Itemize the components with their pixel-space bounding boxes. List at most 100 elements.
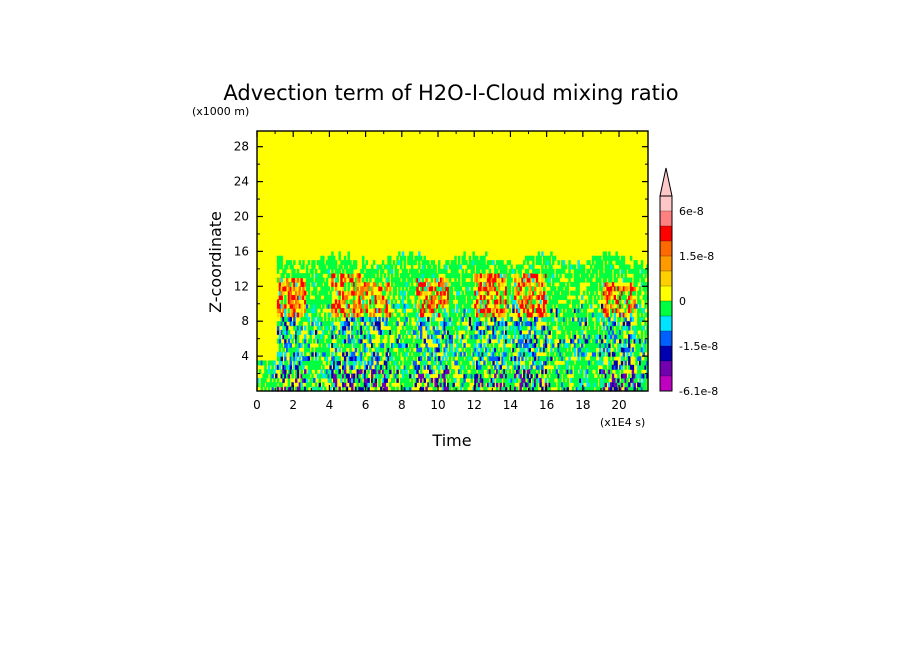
field-cell [340,329,343,335]
field-cell [528,281,531,287]
field-cell [579,386,582,392]
field-cell [644,329,647,335]
field-cell [401,281,405,287]
field-cell [465,268,468,274]
field-cell [570,308,573,314]
field-cell [468,260,472,266]
field-cell [566,281,569,287]
colorbar-swatch [660,226,672,242]
field-cell [577,377,580,383]
field-cell [550,356,553,362]
field-cell [543,347,546,353]
field-cell [430,382,434,388]
field-cell [564,325,568,331]
field-cell [296,360,300,366]
field-cell [396,377,399,383]
field-cell [494,334,497,340]
field-cell [325,277,329,283]
field-cell [465,356,468,362]
field-cell [432,264,435,270]
field-cell [439,268,443,274]
field-cell [586,286,589,292]
field-cell [613,364,617,370]
field-cell [600,356,604,362]
field-cell [418,281,421,287]
field-cell [510,268,513,274]
field-cell [389,369,392,375]
field-cell [524,373,528,379]
field-cell [477,308,481,314]
field-cell [474,343,477,348]
field-cell [586,325,589,331]
field-cell [304,295,307,300]
field-cell [523,386,526,392]
field-cell [284,364,287,370]
field-cell [508,260,512,266]
field-cell [606,264,609,270]
field-cell [468,321,472,327]
field-cell [291,268,294,274]
field-cell [608,277,611,283]
field-cell [421,303,425,309]
field-cell [514,329,517,335]
field-cell [599,255,602,261]
field-cell [430,377,434,383]
field-cell [381,312,385,318]
field-cell [633,329,636,335]
field-cell [257,382,260,388]
field-cell [528,264,531,270]
field-cell [497,264,501,270]
field-cell [334,351,338,357]
field-cell [604,321,607,327]
field-cell [637,290,640,296]
field-cell [400,343,403,348]
field-cell [409,382,412,388]
field-cell [488,338,492,344]
field-cell [448,273,452,279]
field-cell [526,273,530,279]
field-cell [396,338,399,344]
field-cell [595,273,598,279]
field-cell [430,299,434,305]
field-cell [327,316,331,322]
field-cell [533,382,537,388]
field-cell [588,321,591,327]
field-cell [588,373,591,379]
field-cell [414,343,417,348]
field-cell [273,360,276,366]
field-cell [352,356,356,362]
field-cell [309,369,312,375]
field-cell [334,286,338,292]
field-cell [329,260,332,266]
field-cell [479,260,483,266]
field-cell [354,260,358,266]
field-cell [602,255,606,261]
field-cell [401,295,405,300]
field-cell [421,351,425,357]
field-cell [302,264,305,270]
field-cell [347,260,350,266]
colorbar-swatch [660,196,672,212]
field-cell [300,308,303,314]
colorbar-swatch [660,346,672,362]
field-cell [526,377,530,383]
field-cell [524,360,528,366]
field-cell [295,277,298,283]
field-cell [291,321,294,327]
field-cell [615,286,618,292]
field-cell [374,321,378,327]
field-cell [405,286,408,292]
field-cell [602,343,606,348]
field-cell [588,364,591,370]
field-cell [515,290,519,296]
field-cell [381,382,385,388]
field-cell [302,260,305,266]
field-cell [333,382,336,388]
field-cell [407,338,410,344]
field-cell [631,290,635,296]
field-cell [376,369,379,375]
field-cell [438,308,441,314]
field-cell [354,356,358,362]
field-cell [544,386,548,392]
